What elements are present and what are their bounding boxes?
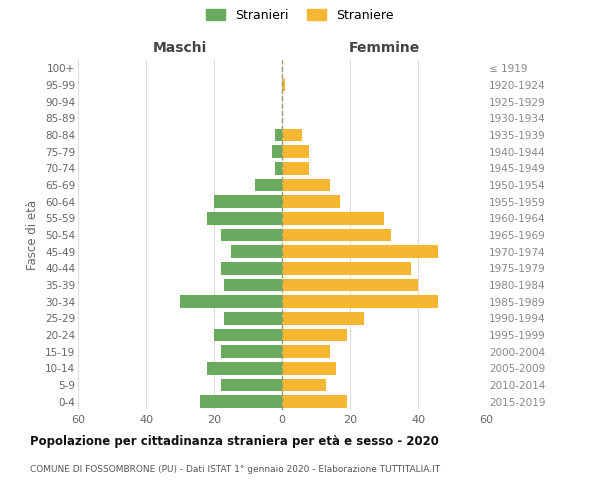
- Bar: [282, 346, 329, 358]
- Bar: [207, 362, 282, 374]
- Bar: [282, 296, 439, 308]
- Bar: [282, 129, 302, 141]
- Bar: [282, 312, 364, 324]
- Bar: [282, 262, 411, 274]
- Bar: [282, 79, 286, 92]
- Bar: [272, 146, 282, 158]
- Bar: [214, 196, 282, 208]
- Bar: [221, 262, 282, 274]
- Bar: [255, 179, 282, 192]
- Bar: [207, 212, 282, 224]
- Bar: [214, 329, 282, 341]
- Bar: [224, 279, 282, 291]
- Bar: [282, 162, 309, 174]
- Bar: [282, 179, 329, 192]
- Y-axis label: Fasce di età: Fasce di età: [26, 200, 40, 270]
- Bar: [282, 279, 418, 291]
- Bar: [180, 296, 282, 308]
- Bar: [282, 396, 347, 408]
- Bar: [221, 346, 282, 358]
- Bar: [282, 229, 391, 241]
- Bar: [282, 146, 309, 158]
- Text: Femmine: Femmine: [349, 41, 419, 55]
- Bar: [231, 246, 282, 258]
- Bar: [282, 379, 326, 391]
- Bar: [282, 196, 340, 208]
- Text: Maschi: Maschi: [153, 41, 207, 55]
- Bar: [282, 329, 347, 341]
- Bar: [282, 246, 439, 258]
- Bar: [221, 229, 282, 241]
- Bar: [275, 162, 282, 174]
- Bar: [282, 212, 384, 224]
- Bar: [275, 129, 282, 141]
- Bar: [282, 362, 337, 374]
- Legend: Stranieri, Straniere: Stranieri, Straniere: [206, 8, 394, 22]
- Text: Popolazione per cittadinanza straniera per età e sesso - 2020: Popolazione per cittadinanza straniera p…: [30, 435, 439, 448]
- Bar: [221, 379, 282, 391]
- Text: COMUNE DI FOSSOMBRONE (PU) - Dati ISTAT 1° gennaio 2020 - Elaborazione TUTTITALI: COMUNE DI FOSSOMBRONE (PU) - Dati ISTAT …: [30, 465, 440, 474]
- Bar: [200, 396, 282, 408]
- Bar: [224, 312, 282, 324]
